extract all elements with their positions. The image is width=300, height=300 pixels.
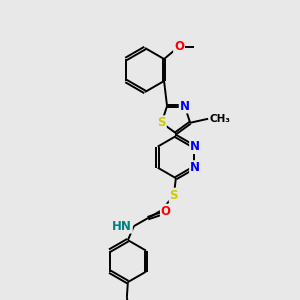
Text: S: S (169, 189, 178, 202)
Text: O: O (174, 40, 184, 53)
Text: O: O (161, 205, 171, 218)
Text: N: N (180, 100, 190, 112)
Text: HN: HN (112, 220, 132, 232)
Text: N: N (190, 161, 200, 174)
Text: N: N (190, 140, 200, 153)
Text: S: S (158, 116, 166, 129)
Text: CH₃: CH₃ (209, 114, 230, 124)
